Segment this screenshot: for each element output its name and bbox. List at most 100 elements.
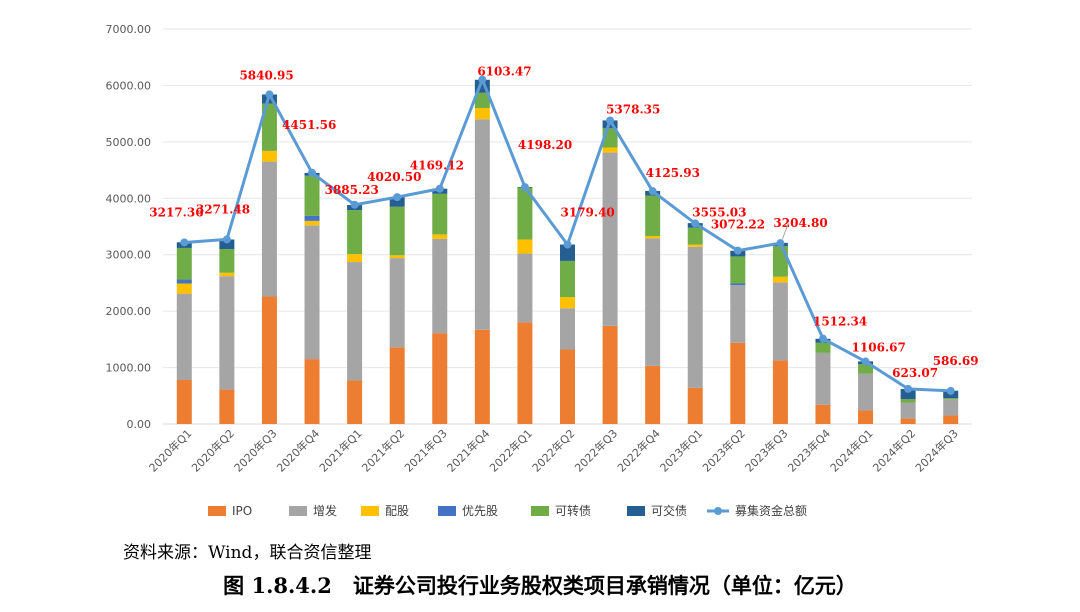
- bar-segment: [389, 197, 405, 207]
- bar-segment: [304, 220, 320, 226]
- bar-segment: [645, 238, 661, 366]
- bar-segment: [219, 389, 235, 424]
- bar-segment: [347, 254, 363, 263]
- x-tick-label: 2024年Q3: [912, 426, 961, 475]
- bar-segment: [645, 365, 661, 424]
- bar-segment: [730, 283, 746, 286]
- total-data-label: 3885.23: [325, 183, 379, 197]
- chart: 0.00 1000.00 2000.00 3000.00 4000.00 5000.00 6…: [106, 23, 979, 518]
- bar-segment: [560, 308, 575, 350]
- total-data-label: 3555.03: [692, 205, 746, 219]
- bar-segment: [730, 285, 746, 343]
- x-tick-label: 2022年Q3: [572, 426, 621, 475]
- bar-segment: [900, 402, 916, 419]
- total-data-label: 1512.34: [813, 315, 867, 329]
- bar-segment: [602, 152, 618, 326]
- bar-segment: [645, 236, 661, 239]
- bar-segment: [858, 364, 874, 374]
- total-data-label: 3271.48: [196, 202, 250, 216]
- total-line-point: [733, 246, 742, 255]
- bar-segment: [772, 246, 788, 277]
- x-tick-label: 2020年Q1: [146, 426, 195, 475]
- total-data-label: 4169.12: [410, 159, 464, 173]
- bar-segment: [815, 352, 831, 405]
- x-tick-label: 2023年Q1: [657, 426, 706, 475]
- total-line-point: [478, 75, 487, 84]
- bar-segment: [560, 260, 575, 298]
- legend-swatch: [289, 506, 307, 516]
- bar-segment: [560, 349, 575, 424]
- legend-marker: [714, 507, 722, 515]
- bar-segment: [219, 249, 235, 273]
- bar-segment: [389, 258, 405, 348]
- legend-label: 配股: [385, 504, 409, 518]
- x-tick-label: 2021年Q2: [359, 426, 408, 475]
- legend-swatch: [361, 506, 379, 516]
- bar-segment: [304, 359, 320, 424]
- x-tick-label: 2022年Q1: [486, 426, 535, 475]
- bar-segment: [772, 282, 788, 361]
- bar-segment: [687, 244, 703, 247]
- total-line-point: [265, 90, 274, 99]
- bar-segment: [347, 262, 363, 381]
- total-data-label: 3204.80: [773, 216, 827, 230]
- legend-label: 可交债: [651, 503, 687, 518]
- bar-segment: [474, 92, 490, 108]
- total-line-point: [222, 235, 231, 244]
- y-tick-label: 7000.00: [106, 23, 152, 36]
- bar-segment: [219, 272, 235, 277]
- x-tick-label: 2024年Q2: [870, 426, 919, 475]
- total-data-label: 6103.47: [477, 65, 531, 79]
- bar-segment: [219, 239, 235, 250]
- bar-segment: [602, 325, 618, 424]
- bar-segment: [730, 342, 746, 424]
- source-note: 资料来源：Wind，联合资信整理: [123, 543, 372, 563]
- bar-segment: [815, 404, 831, 424]
- total-line-point: [776, 239, 785, 248]
- legend-label: 可转债: [555, 503, 591, 518]
- bar-segment: [219, 276, 235, 390]
- y-axis: 0.00 1000.00 2000.00 3000.00 4000.00 5000.00 6…: [106, 23, 152, 431]
- figure-caption: 图 1.8.4.2 证券公司投行业务股权类项目承销情况（单位：亿元）: [223, 573, 857, 598]
- total-line: [180, 75, 955, 395]
- bar-segment: [261, 296, 277, 424]
- bar-segment: [943, 398, 959, 400]
- bar-segment: [943, 399, 959, 416]
- bar-segment: [176, 247, 192, 280]
- bar-segment: [602, 147, 618, 153]
- total-data-label: 4125.93: [646, 166, 700, 180]
- x-axis: 2020年Q12020年Q22020年Q32020年Q42021年Q12021年…: [146, 426, 961, 475]
- bar-segment: [900, 418, 916, 424]
- bar-segment: [261, 161, 277, 297]
- bar-segment: [176, 293, 192, 380]
- bar-segment: [347, 210, 363, 255]
- total-line-point: [393, 193, 402, 202]
- total-data-label: 4451.56: [282, 118, 336, 132]
- total-line-point: [904, 384, 913, 393]
- bar-segment: [517, 322, 533, 424]
- total-line-point: [606, 116, 615, 125]
- total-data-label: 3217.36: [149, 205, 203, 219]
- total-data-label: 3072.22: [711, 218, 765, 232]
- x-tick-label: 2023年Q3: [742, 426, 791, 475]
- bar-segment: [517, 187, 533, 240]
- bar-segment: [858, 373, 874, 411]
- bar-segment: [432, 333, 448, 424]
- x-tick-label: 2021年Q4: [444, 426, 493, 475]
- label-leader-line: [781, 222, 789, 240]
- x-tick-label: 2023年Q2: [699, 426, 748, 475]
- x-tick-label: 2020年Q3: [231, 426, 280, 475]
- bar-segment: [474, 108, 490, 120]
- total-line-point: [350, 200, 359, 209]
- legend-label: 募集资金总额: [735, 503, 807, 518]
- bar-segment: [687, 227, 703, 245]
- bar-segment: [389, 206, 405, 256]
- legend-swatch: [208, 506, 226, 516]
- bar-segment: [304, 215, 320, 221]
- bar-segment: [517, 253, 533, 323]
- legend-swatch: [531, 506, 549, 516]
- y-tick-label: 4000.00: [106, 192, 152, 205]
- bar-segment: [389, 255, 405, 259]
- y-tick-label: 6000.00: [106, 79, 152, 92]
- total-line-point: [691, 219, 700, 228]
